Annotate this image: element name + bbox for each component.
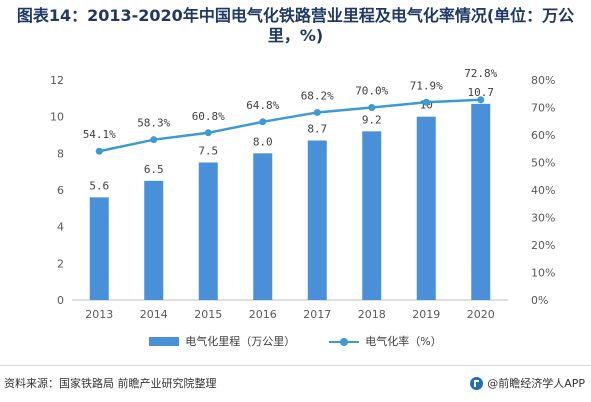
x-tick-label: 2014 [140, 308, 168, 321]
legend-item-bar: 电气化里程（万公里） [149, 333, 295, 349]
brand-logo-icon [470, 376, 484, 390]
bar-value-label: 8.7 [307, 123, 327, 136]
bar [471, 103, 491, 300]
y-right-tick-label: 80% [531, 74, 555, 87]
bar [198, 162, 218, 300]
rate-point [150, 136, 158, 144]
rate-point [204, 129, 212, 137]
y-left-tick-label: 8 [57, 147, 64, 160]
brand-text: @前瞻经济学人APP [487, 377, 585, 390]
bar-value-label: 5.6 [89, 179, 109, 192]
rate-value-label: 54.1% [83, 128, 116, 141]
footer: 资料来源：国家铁路局 前瞻产业研究院整理 @前瞻经济学人APP [0, 365, 591, 401]
x-tick-label: 2017 [303, 308, 331, 321]
rate-point [422, 98, 430, 106]
legend-line-label: 电气化率（%） [365, 335, 442, 348]
y-left-tick-label: 4 [57, 221, 64, 234]
rate-value-label: 64.8% [246, 99, 279, 112]
legend-item-line: 电气化率（%） [329, 333, 442, 349]
y-right-tick-label: 0% [531, 294, 548, 307]
y-right-tick-label: 70% [531, 102, 555, 115]
bar-value-label: 6.5 [144, 163, 164, 176]
legend-bar-label: 电气化里程（万公里） [185, 335, 296, 348]
y-right-tick-label: 40% [531, 184, 555, 197]
y-left-tick-label: 10 [50, 111, 64, 124]
bar-value-label: 10.7 [468, 86, 495, 99]
y-right-tick-label: 50% [531, 157, 555, 170]
y-right-tick-label: 60% [531, 129, 555, 142]
bar [362, 131, 382, 300]
y-left-tick-label: 6 [57, 184, 64, 197]
rate-point [95, 147, 103, 155]
y-right-tick-label: 10% [531, 267, 555, 280]
x-tick-label: 2019 [412, 308, 440, 321]
bar-value-label: 9.2 [362, 113, 382, 126]
y-left-tick-label: 12 [50, 74, 64, 87]
rate-value-label: 72.8% [464, 67, 497, 80]
bar-value-label: 7.5 [198, 145, 218, 158]
brand: @前瞻经济学人APP [470, 375, 585, 391]
bar-value-label: 8.0 [253, 135, 273, 148]
rate-point [313, 108, 321, 116]
x-tick-label: 2013 [85, 308, 113, 321]
y-left-tick-label: 2 [57, 257, 64, 270]
x-tick-label: 2018 [358, 308, 386, 321]
bar [89, 197, 109, 300]
bar [253, 153, 273, 300]
y-right-tick-label: 20% [531, 239, 555, 252]
source-text: 资料来源：国家铁路局 前瞻产业研究院整理 [4, 377, 217, 390]
rate-point [368, 104, 376, 111]
legend-bar-swatch [149, 336, 180, 346]
legend-line-swatch [329, 337, 360, 346]
x-tick-label: 2015 [194, 308, 222, 321]
bar [144, 180, 164, 300]
rate-value-label: 71.9% [410, 79, 443, 92]
rate-point [477, 96, 485, 104]
y-right-tick-label: 30% [531, 212, 555, 225]
bar [416, 116, 436, 301]
rate-line [98, 98, 481, 153]
x-tick-label: 2020 [467, 308, 495, 321]
chart-title-line-1: 图表14：2013-2020年中国电气化铁路营业里程及电气化率情况(单位：万公 [16, 6, 575, 25]
chart-title-line-2: 里，%) [267, 26, 324, 45]
rate-value-label: 68.2% [301, 89, 334, 102]
rate-point [259, 118, 267, 126]
rate-value-label: 70.0% [355, 85, 388, 98]
rate-value-label: 60.8% [192, 110, 225, 123]
rate-value-label: 58.3% [137, 117, 170, 130]
y-left-tick-label: 0 [57, 294, 64, 307]
bar [307, 140, 327, 300]
chart-legend: 电气化里程（万公里） 电气化率（%） [0, 331, 591, 351]
chart-title: 图表14：2013-2020年中国电气化铁路营业里程及电气化率情况(单位：万公 … [0, 6, 591, 46]
x-tick-label: 2016 [249, 308, 277, 321]
